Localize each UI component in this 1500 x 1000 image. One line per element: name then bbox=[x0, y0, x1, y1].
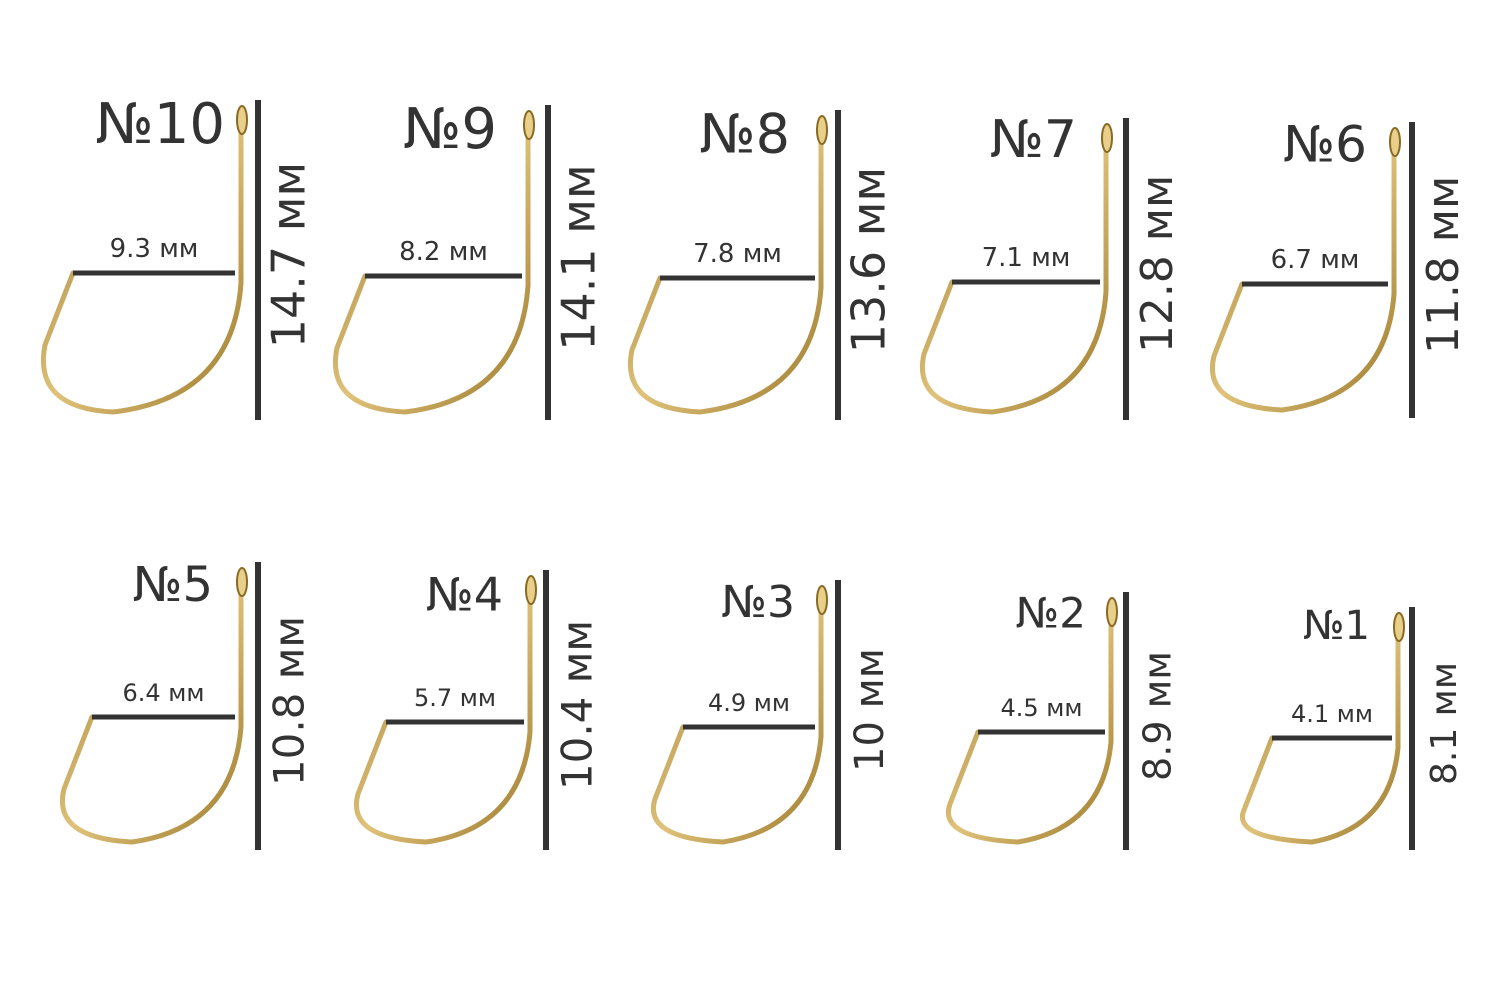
hook-number: №6 bbox=[1283, 116, 1367, 174]
hook-eye bbox=[816, 585, 828, 615]
hook: №8 7.8 мм 13.6 мм bbox=[628, 103, 896, 420]
hook-eye bbox=[523, 110, 535, 140]
hook-body bbox=[651, 589, 824, 845]
length-label: 14.1 мм bbox=[552, 164, 606, 350]
hook-eye bbox=[525, 575, 537, 605]
hook: №3 4.9 мм 10 мм bbox=[651, 577, 893, 850]
width-label: 4.5 мм bbox=[1000, 694, 1082, 722]
hook-body bbox=[333, 114, 531, 415]
hook-body bbox=[41, 109, 244, 415]
width-label: 6.4 мм bbox=[122, 679, 204, 707]
hook-number: №8 bbox=[699, 103, 790, 166]
hook-eye bbox=[1106, 597, 1118, 627]
hook: №10 9.3 мм 14.7 мм bbox=[41, 92, 316, 420]
width-label: 8.2 мм bbox=[399, 237, 488, 267]
length-label: 8.9 мм bbox=[1136, 651, 1180, 781]
hook: №5 6.4 мм 10.8 мм bbox=[60, 557, 314, 850]
hook-body bbox=[354, 579, 533, 845]
hook: №7 7.1 мм 12.8 мм bbox=[920, 110, 1183, 420]
hook-body bbox=[1240, 616, 1401, 845]
hook-eye bbox=[1393, 612, 1405, 642]
hook-number: №2 bbox=[1016, 589, 1086, 638]
hook-number: №5 bbox=[133, 557, 213, 613]
hook-eye bbox=[1101, 123, 1113, 153]
width-label: 4.1 мм bbox=[1291, 700, 1373, 728]
hook: №4 5.7 мм 10.4 мм bbox=[354, 568, 602, 850]
hook-eye bbox=[236, 567, 248, 597]
hook-number: №1 bbox=[1303, 603, 1370, 649]
hook-body bbox=[920, 127, 1109, 415]
hook: №2 4.5 мм 8.9 мм bbox=[946, 589, 1180, 850]
hook-eye bbox=[236, 105, 248, 135]
width-label: 7.1 мм bbox=[982, 243, 1071, 273]
hook-number: №10 bbox=[96, 92, 226, 157]
length-label: 13.6 мм bbox=[842, 167, 896, 353]
hook-body bbox=[60, 571, 244, 845]
hook-body bbox=[628, 119, 824, 415]
length-label: 10 мм bbox=[847, 648, 893, 772]
hook: №6 6.7 мм 11.8 мм bbox=[1210, 116, 1469, 418]
hook: №1 4.1 мм 8.1 мм bbox=[1240, 603, 1465, 850]
length-label: 10.8 мм bbox=[265, 616, 314, 786]
hook-body bbox=[946, 601, 1114, 845]
hook-number: №9 bbox=[403, 97, 497, 162]
hook-number: №3 bbox=[721, 577, 795, 628]
hook: №9 8.2 мм 14.1 мм bbox=[333, 97, 606, 420]
width-label: 7.8 мм bbox=[693, 239, 782, 269]
width-label: 4.9 мм bbox=[708, 689, 790, 717]
hook-number: №7 bbox=[990, 110, 1077, 170]
length-label: 12.8 мм bbox=[1132, 175, 1183, 353]
hook-eye bbox=[1389, 127, 1401, 157]
length-label: 11.8 мм bbox=[1418, 176, 1469, 354]
hook-number: №4 bbox=[426, 568, 503, 622]
length-label: 10.4 мм bbox=[553, 620, 602, 790]
hook-body bbox=[1210, 131, 1397, 413]
width-label: 6.7 мм bbox=[1271, 245, 1360, 275]
length-label: 8.1 мм bbox=[1424, 662, 1465, 785]
hook-eye bbox=[816, 115, 828, 145]
width-label: 9.3 мм bbox=[110, 234, 199, 264]
width-label: 5.7 мм bbox=[414, 684, 496, 712]
length-label: 14.7 мм bbox=[262, 162, 316, 348]
